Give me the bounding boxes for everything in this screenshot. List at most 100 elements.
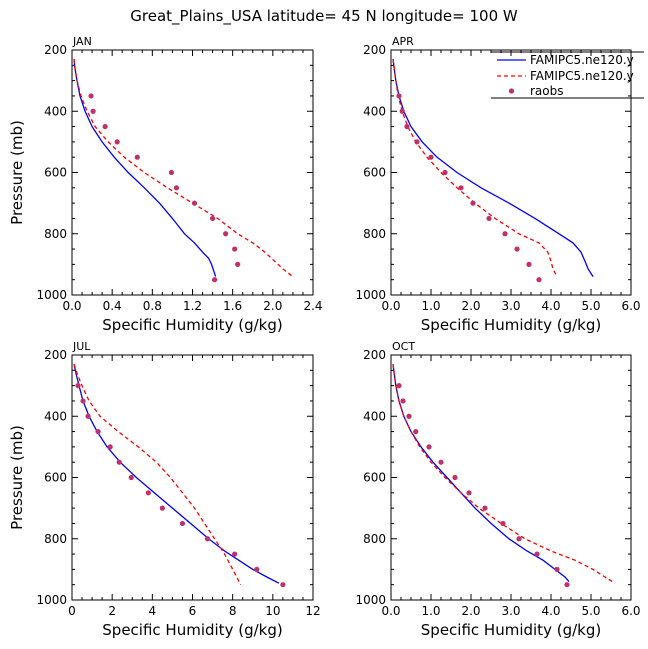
x-tick-label-jul: 10 <box>265 604 280 618</box>
raobs-point-jul <box>116 459 122 465</box>
raobs-point-oct <box>482 505 488 511</box>
plot-frame-jan <box>71 49 314 296</box>
raobs-point-jul <box>85 413 91 419</box>
y-tick-label-jul: 1000 <box>36 593 67 607</box>
legend-label-3: raobs <box>530 84 564 98</box>
raobs-point-jul <box>159 505 165 511</box>
raobs-point-oct <box>534 551 540 557</box>
raobs-point-jan <box>211 277 218 283</box>
x-tick-label-oct: 6.0 <box>621 604 640 618</box>
raobs-point-apr <box>486 215 492 222</box>
raobs-point-jul <box>145 490 151 496</box>
panel-oct: 0.0 1.0 2.0 3.0 4.0 5.0 6.0 200 400 600 800 1000 OCT… <box>355 340 640 639</box>
raobs-point-apr <box>458 185 464 191</box>
y-tick-label-jul: 400 <box>44 409 67 423</box>
model-dashed-line-jan <box>73 59 294 278</box>
y-tick-label-apr: 1000 <box>355 288 386 302</box>
x-tick-label-jul: 0 <box>68 604 76 618</box>
x-tick-label-oct: 3.0 <box>501 604 520 618</box>
raobs-point-jan <box>102 123 108 130</box>
y-tick-label-oct: 200 <box>363 348 386 362</box>
raobs-point-jul <box>179 520 186 527</box>
raobs-point-jul <box>75 383 81 389</box>
raobs-point-jan <box>232 246 238 252</box>
raobs-point-jul <box>254 566 260 572</box>
raobs-point-apr <box>526 261 532 267</box>
x-tick-label-jul: 6 <box>189 604 197 618</box>
x-tick-label-jan: 0.4 <box>103 299 122 313</box>
raobs-point-oct <box>564 582 570 588</box>
x-tick-label-apr: 1.0 <box>421 299 440 313</box>
raobs-point-apr <box>442 169 448 176</box>
model-dashed-line-oct <box>392 364 616 584</box>
raobs-point-jan <box>168 169 175 176</box>
raobs-point-oct <box>426 444 432 450</box>
raobs-point-jul <box>232 551 238 557</box>
x-tick-label-jan: 1.6 <box>223 299 242 313</box>
raobs-point-oct <box>554 566 560 572</box>
raobs-point-oct <box>516 536 522 542</box>
x-tick-label-oct: 4.0 <box>541 604 560 618</box>
legend-label-2: FAMIPC5.ne120.y <box>530 69 634 83</box>
raobs-point-jan <box>223 231 229 237</box>
raobs-point-apr <box>404 123 410 130</box>
x-tick-label-oct: 1.0 <box>421 604 440 618</box>
raobs-point-jul <box>107 444 113 450</box>
x-axis-label-jan: Specific Humidity (g/kg) <box>102 316 282 334</box>
y-tick-label-jul: 800 <box>44 532 67 546</box>
raobs-point-oct <box>400 398 406 404</box>
panel-jul: 0 2 4 6 8 10 12 200 400 600 800 1000 JUL Specific Hum… <box>8 340 321 639</box>
y-tick-label-oct: 600 <box>363 471 386 485</box>
model-solid-line-oct <box>392 364 570 583</box>
x-axis-label-oct: Specific Humidity (g/kg) <box>421 621 601 639</box>
y-tick-label-apr: 200 <box>363 43 386 57</box>
y-tick-label-oct: 400 <box>363 409 386 423</box>
raobs-point-jul <box>80 398 86 404</box>
panel-label-jul: JUL <box>72 340 91 353</box>
plot-frame-jul <box>71 354 314 601</box>
y-tick-label-oct: 1000 <box>355 593 386 607</box>
x-tick-label-apr: 2.0 <box>461 299 480 313</box>
x-tick-label-jan: 0.8 <box>143 299 162 313</box>
raobs-point-jul <box>95 428 101 435</box>
legend-label-1: FAMIPC5.ne120.y <box>530 53 634 67</box>
y-tick-label-oct: 800 <box>363 532 386 546</box>
x-tick-label-jan: 1.2 <box>183 299 202 313</box>
panel-label-apr: APR <box>392 35 414 48</box>
raobs-point-oct <box>406 413 412 419</box>
y-tick-label-jan: 400 <box>44 104 67 118</box>
y-tick-label-apr: 800 <box>363 227 386 241</box>
raobs-point-apr <box>428 154 434 160</box>
raobs-point-jan <box>191 200 198 206</box>
x-axis-label-apr: Specific Humidity (g/kg) <box>421 316 601 334</box>
raobs-point-apr <box>396 93 402 99</box>
y-tick-label-jul: 600 <box>44 471 67 485</box>
raobs-point-jan <box>90 108 96 114</box>
model-dashed-line-apr <box>392 59 558 277</box>
raobs-point-apr <box>470 200 476 206</box>
raobs-point-oct <box>500 520 506 527</box>
x-tick-label-jan: 2.0 <box>263 299 282 313</box>
x-tick-label-jul: 8 <box>229 604 237 618</box>
model-solid-line-jan <box>73 59 217 277</box>
y-tick-label-jan: 600 <box>44 166 67 180</box>
y-tick-label-jan: 1000 <box>36 288 67 302</box>
x-tick-label-oct: 0.0 <box>381 604 400 618</box>
panel-label-jan: JAN <box>72 35 92 48</box>
raobs-point-apr <box>414 139 420 145</box>
raobs-point-jan <box>235 261 241 267</box>
model-dashed-line-jul <box>73 363 242 586</box>
raobs-point-jan <box>88 93 94 99</box>
x-tick-label-apr: 6.0 <box>621 299 640 313</box>
x-tick-label-apr: 4.0 <box>541 299 560 313</box>
raobs-point-oct <box>452 474 458 481</box>
x-tick-label-jan: 0.0 <box>62 299 81 313</box>
raobs-point-jul <box>204 536 211 542</box>
raobs-point-oct <box>413 428 419 435</box>
x-tick-label-apr: 5.0 <box>581 299 600 313</box>
raobs-point-jan <box>134 154 140 160</box>
panel-jan: 0.0 0.4 0.8 1.2 1.6 2.0 2.4 200 400 600 800 1000 JAN… <box>8 35 323 334</box>
plot-frame-apr <box>390 49 632 296</box>
legend-marker-raobs <box>508 88 515 94</box>
plot-frame-oct <box>390 354 632 601</box>
